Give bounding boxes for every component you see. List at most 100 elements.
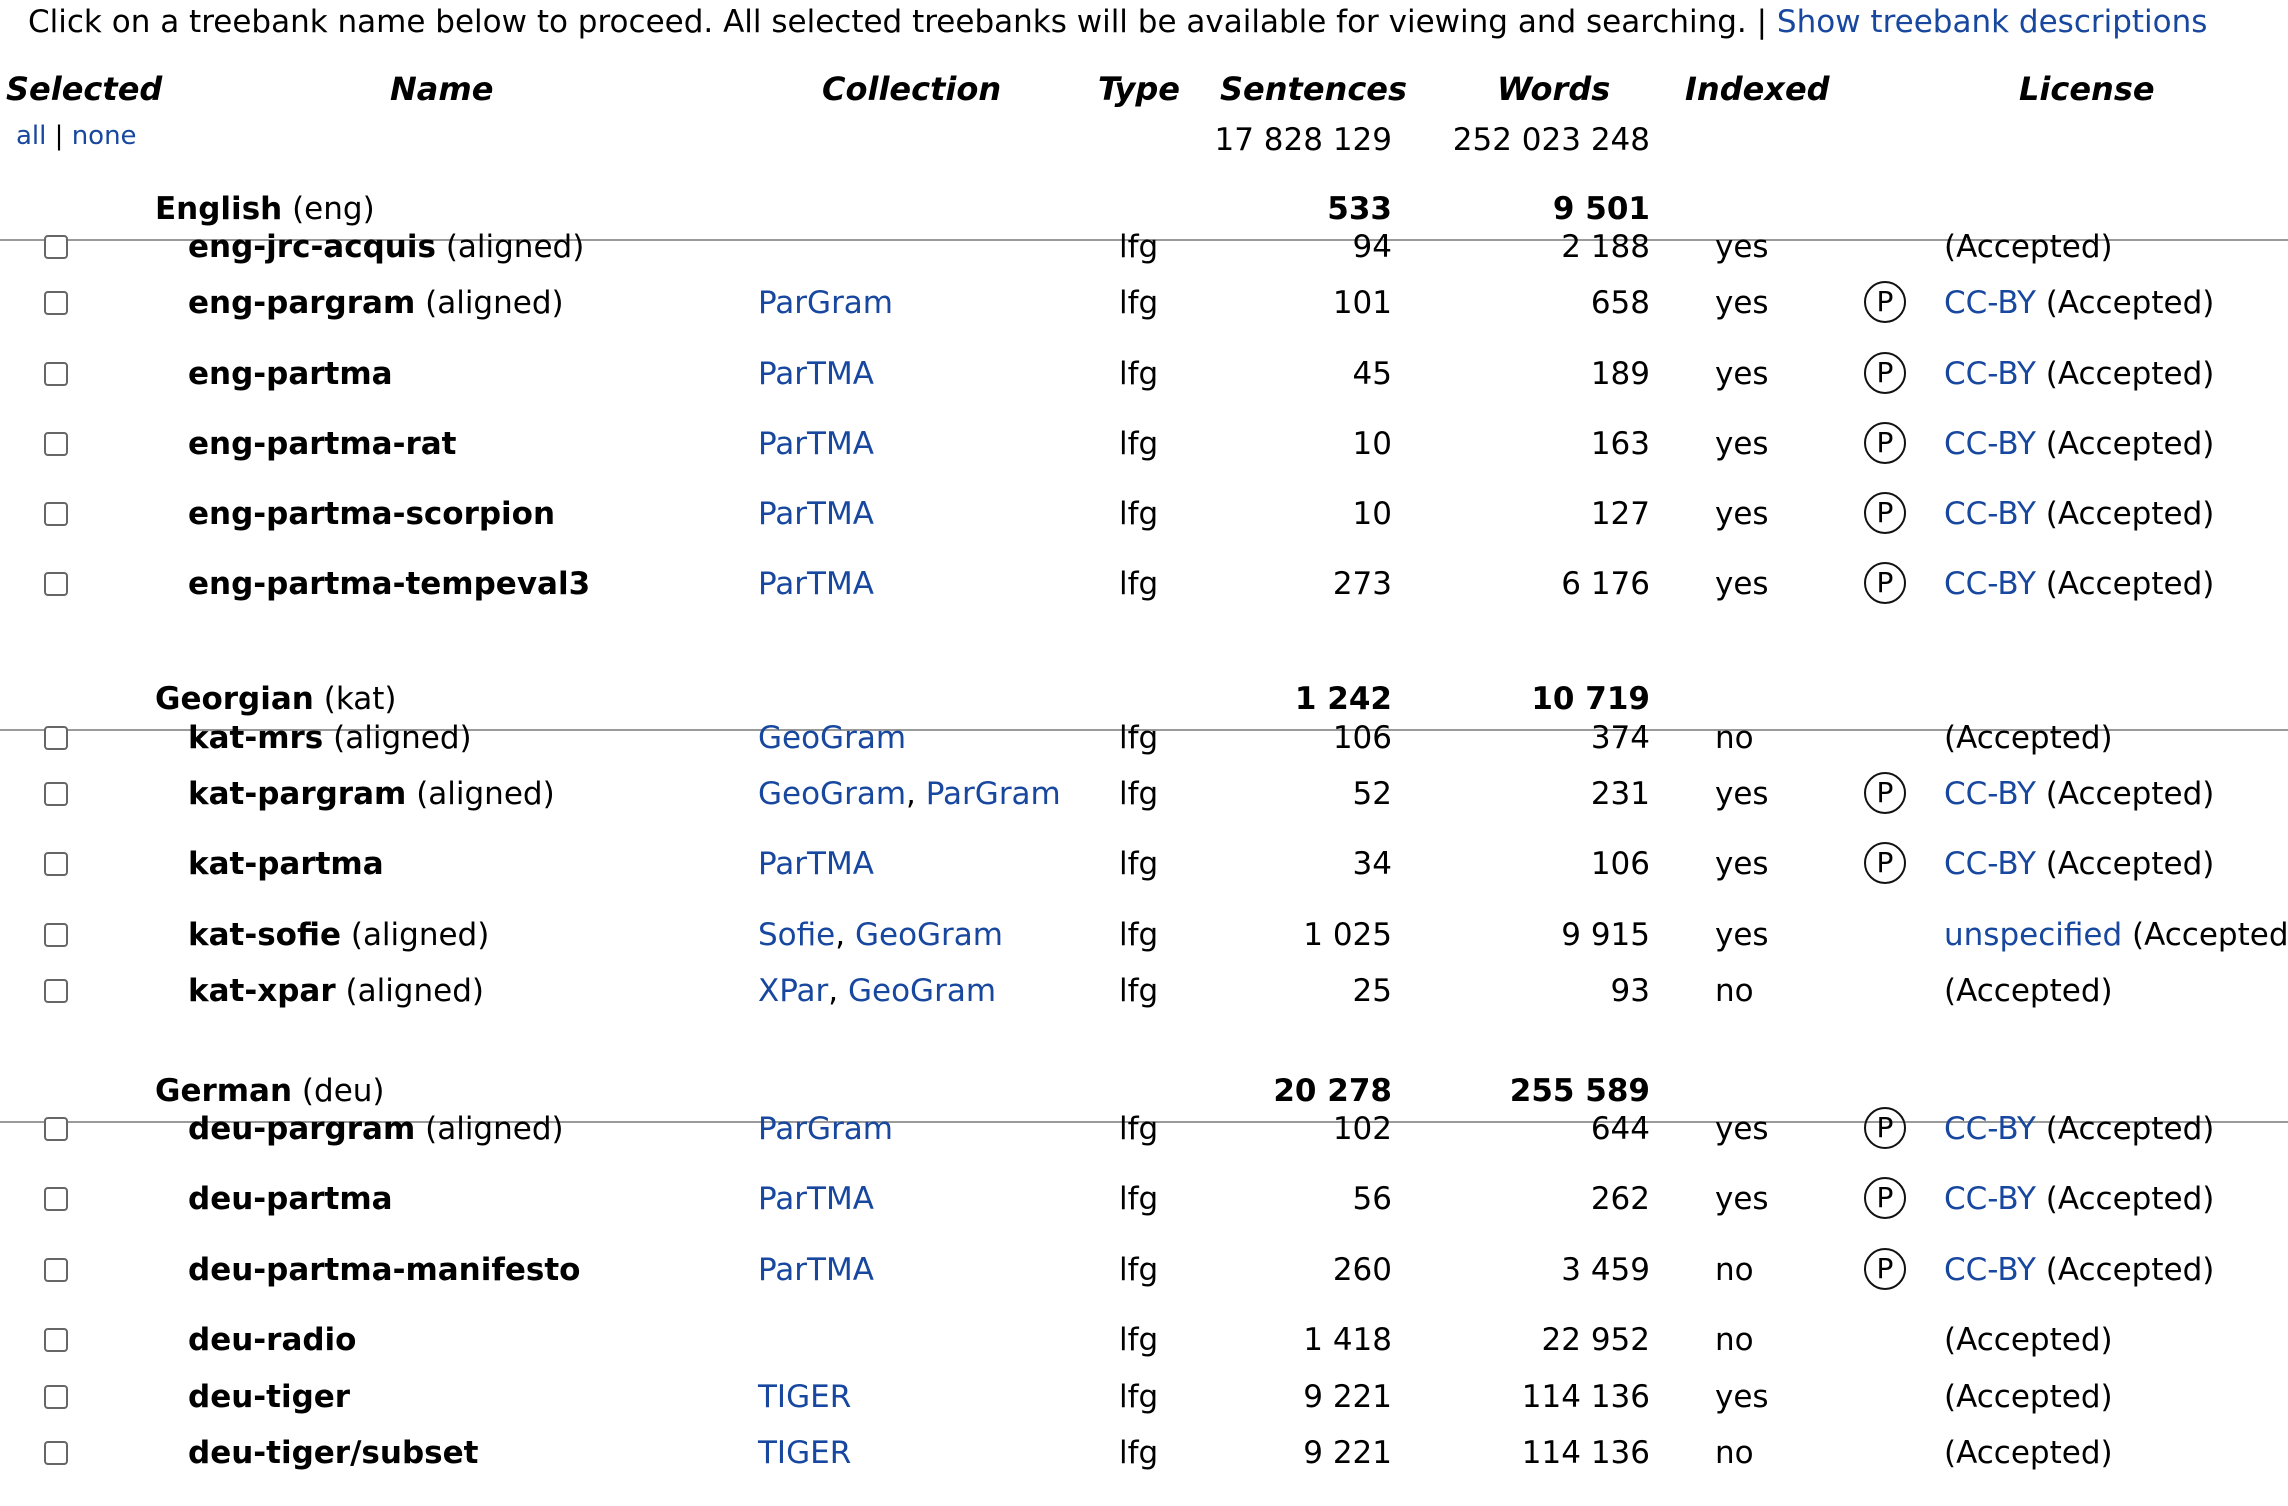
treebank-name[interactable]: kat-xpar bbox=[188, 973, 336, 1009]
select-checkbox[interactable] bbox=[44, 782, 68, 806]
treebank-name[interactable]: eng-pargram bbox=[188, 285, 416, 321]
words-cell: 2 188 bbox=[1561, 229, 1650, 265]
treebank-name[interactable]: eng-jrc-acquis bbox=[188, 229, 436, 265]
collection-link[interactable]: ParTMA bbox=[758, 426, 874, 462]
license-link[interactable]: CC-BY bbox=[1944, 566, 2036, 602]
treebank-name[interactable]: eng-partma-tempeval3 bbox=[188, 566, 591, 602]
treebank-name-cell: eng-pargram (aligned) bbox=[188, 275, 564, 331]
collection-cell: ParTMA bbox=[758, 416, 874, 472]
select-checkbox[interactable] bbox=[44, 1441, 68, 1465]
treebank-name[interactable]: eng-partma-scorpion bbox=[188, 496, 556, 532]
select-checkbox[interactable] bbox=[44, 979, 68, 1003]
select-checkbox[interactable] bbox=[44, 1187, 68, 1211]
header-license[interactable]: License bbox=[2019, 70, 2155, 108]
header-words[interactable]: Words bbox=[1497, 70, 1611, 108]
collection-link[interactable]: GeoGram bbox=[854, 917, 1003, 953]
treebank-name[interactable]: kat-pargram bbox=[188, 776, 407, 812]
license-link[interactable]: CC-BY bbox=[1944, 1181, 2036, 1217]
type-cell: lfg bbox=[1119, 1252, 1159, 1288]
license-link[interactable]: CC-BY bbox=[1944, 776, 2036, 812]
license-status: (Accepted) bbox=[2045, 776, 2215, 812]
treebank-name-cell: deu-tiger/subset bbox=[188, 1425, 478, 1481]
treebank-name[interactable]: kat-sofie bbox=[188, 917, 341, 953]
license-link[interactable]: CC-BY bbox=[1944, 1111, 2036, 1147]
treebank-name[interactable]: deu-partma bbox=[188, 1181, 393, 1217]
select-checkbox[interactable] bbox=[44, 726, 68, 750]
license-link[interactable]: CC-BY bbox=[1944, 356, 2036, 392]
group-words: 9 501 bbox=[1552, 191, 1650, 227]
select-checkbox[interactable] bbox=[44, 1117, 68, 1141]
type-cell: lfg bbox=[1119, 426, 1159, 462]
select-checkbox[interactable] bbox=[44, 362, 68, 386]
treebank-name[interactable]: deu-radio bbox=[188, 1322, 357, 1358]
select-checkbox[interactable] bbox=[44, 502, 68, 526]
select-checkbox[interactable] bbox=[44, 923, 68, 947]
collection-link[interactable]: ParTMA bbox=[758, 1181, 874, 1217]
treebank-name[interactable]: deu-partma-manifesto bbox=[188, 1252, 581, 1288]
select-checkbox[interactable] bbox=[44, 291, 68, 315]
collection-link[interactable]: ParGram bbox=[758, 1111, 894, 1147]
show-descriptions-link[interactable]: Show treebank descriptions bbox=[1776, 4, 2208, 40]
select-checkbox[interactable] bbox=[44, 852, 68, 876]
license-link[interactable]: CC-BY bbox=[1944, 1252, 2036, 1288]
license-link[interactable]: CC-BY bbox=[1944, 496, 2036, 532]
header-name[interactable]: Name bbox=[390, 70, 494, 108]
collection-link[interactable]: ParGram bbox=[925, 776, 1061, 812]
treebank-name[interactable]: eng-partma-rat bbox=[188, 426, 457, 462]
sentences-cell: 9 221 bbox=[1303, 1435, 1392, 1471]
type-cell: lfg bbox=[1119, 229, 1159, 265]
words-cell: 22 952 bbox=[1541, 1322, 1650, 1358]
collection-link[interactable]: ParTMA bbox=[758, 1252, 874, 1288]
sentences-cell: 1 025 bbox=[1303, 917, 1392, 953]
collection-link[interactable]: Sofie bbox=[758, 917, 836, 953]
select-checkbox[interactable] bbox=[44, 1258, 68, 1282]
treebank-name[interactable]: kat-partma bbox=[188, 846, 384, 882]
license-status: (Accepted) bbox=[2132, 917, 2288, 953]
collection-link[interactable]: GeoGram bbox=[848, 973, 997, 1009]
license-link[interactable]: CC-BY bbox=[1944, 426, 2036, 462]
header-collection[interactable]: Collection bbox=[822, 70, 1002, 108]
treebank-name[interactable]: deu-tiger/subset bbox=[188, 1435, 479, 1471]
treebank-name[interactable]: eng-partma bbox=[188, 356, 393, 392]
select-checkbox[interactable] bbox=[44, 235, 68, 259]
treebank-name-cell: eng-partma bbox=[188, 346, 393, 402]
select-none-link[interactable]: none bbox=[71, 121, 137, 151]
header-type[interactable]: Type bbox=[1098, 70, 1180, 108]
collection-link[interactable]: ParGram bbox=[758, 285, 894, 321]
license-link[interactable]: CC-BY bbox=[1944, 285, 2036, 321]
select-checkbox[interactable] bbox=[44, 572, 68, 596]
license-status: (Accepted) bbox=[2045, 846, 2215, 882]
treebank-name[interactable]: deu-pargram bbox=[188, 1111, 416, 1147]
type-cell: lfg bbox=[1119, 285, 1159, 321]
treebank-name[interactable]: deu-tiger bbox=[188, 1379, 351, 1415]
header-sentences[interactable]: Sentences bbox=[1220, 70, 1408, 108]
collection-link[interactable]: GeoGram bbox=[758, 720, 907, 756]
collection-link[interactable]: ParTMA bbox=[758, 356, 874, 392]
license-cell: CC-BY (Accepted) bbox=[1944, 836, 2214, 892]
public-domain-icon: P bbox=[1864, 1248, 1906, 1290]
type-cell: lfg bbox=[1119, 496, 1159, 532]
license-cell: (Accepted) bbox=[1944, 1312, 2113, 1368]
indexed-cell: yes bbox=[1715, 229, 1769, 265]
collection-link[interactable]: XPar bbox=[758, 973, 829, 1009]
license-link[interactable]: unspecified bbox=[1944, 917, 2123, 953]
collection-link[interactable]: GeoGram bbox=[758, 776, 907, 812]
select-all-link[interactable]: all bbox=[16, 121, 47, 151]
license-link[interactable]: CC-BY bbox=[1944, 846, 2036, 882]
treebank-name-cell: eng-jrc-acquis (aligned) bbox=[188, 219, 584, 275]
select-checkbox[interactable] bbox=[44, 432, 68, 456]
select-checkbox[interactable] bbox=[44, 1385, 68, 1409]
collection-link[interactable]: TIGER bbox=[758, 1435, 852, 1471]
collection-link[interactable]: TIGER bbox=[758, 1379, 852, 1415]
sentences-cell: 1 418 bbox=[1303, 1322, 1392, 1358]
collection-link[interactable]: ParTMA bbox=[758, 566, 874, 602]
header-indexed[interactable]: Indexed bbox=[1685, 70, 1830, 108]
collection-link[interactable]: ParTMA bbox=[758, 496, 874, 532]
treebank-name[interactable]: kat-mrs bbox=[188, 720, 324, 756]
words-cell: 231 bbox=[1590, 776, 1650, 812]
select-checkbox[interactable] bbox=[44, 1328, 68, 1352]
group-words: 255 589 bbox=[1509, 1073, 1650, 1109]
table-row: kat-xpar (aligned) XPar, GeoGram lfg 25 93 no… bbox=[0, 963, 2288, 1019]
collection-link[interactable]: ParTMA bbox=[758, 846, 874, 882]
sentences-cell: 56 bbox=[1352, 1181, 1392, 1217]
